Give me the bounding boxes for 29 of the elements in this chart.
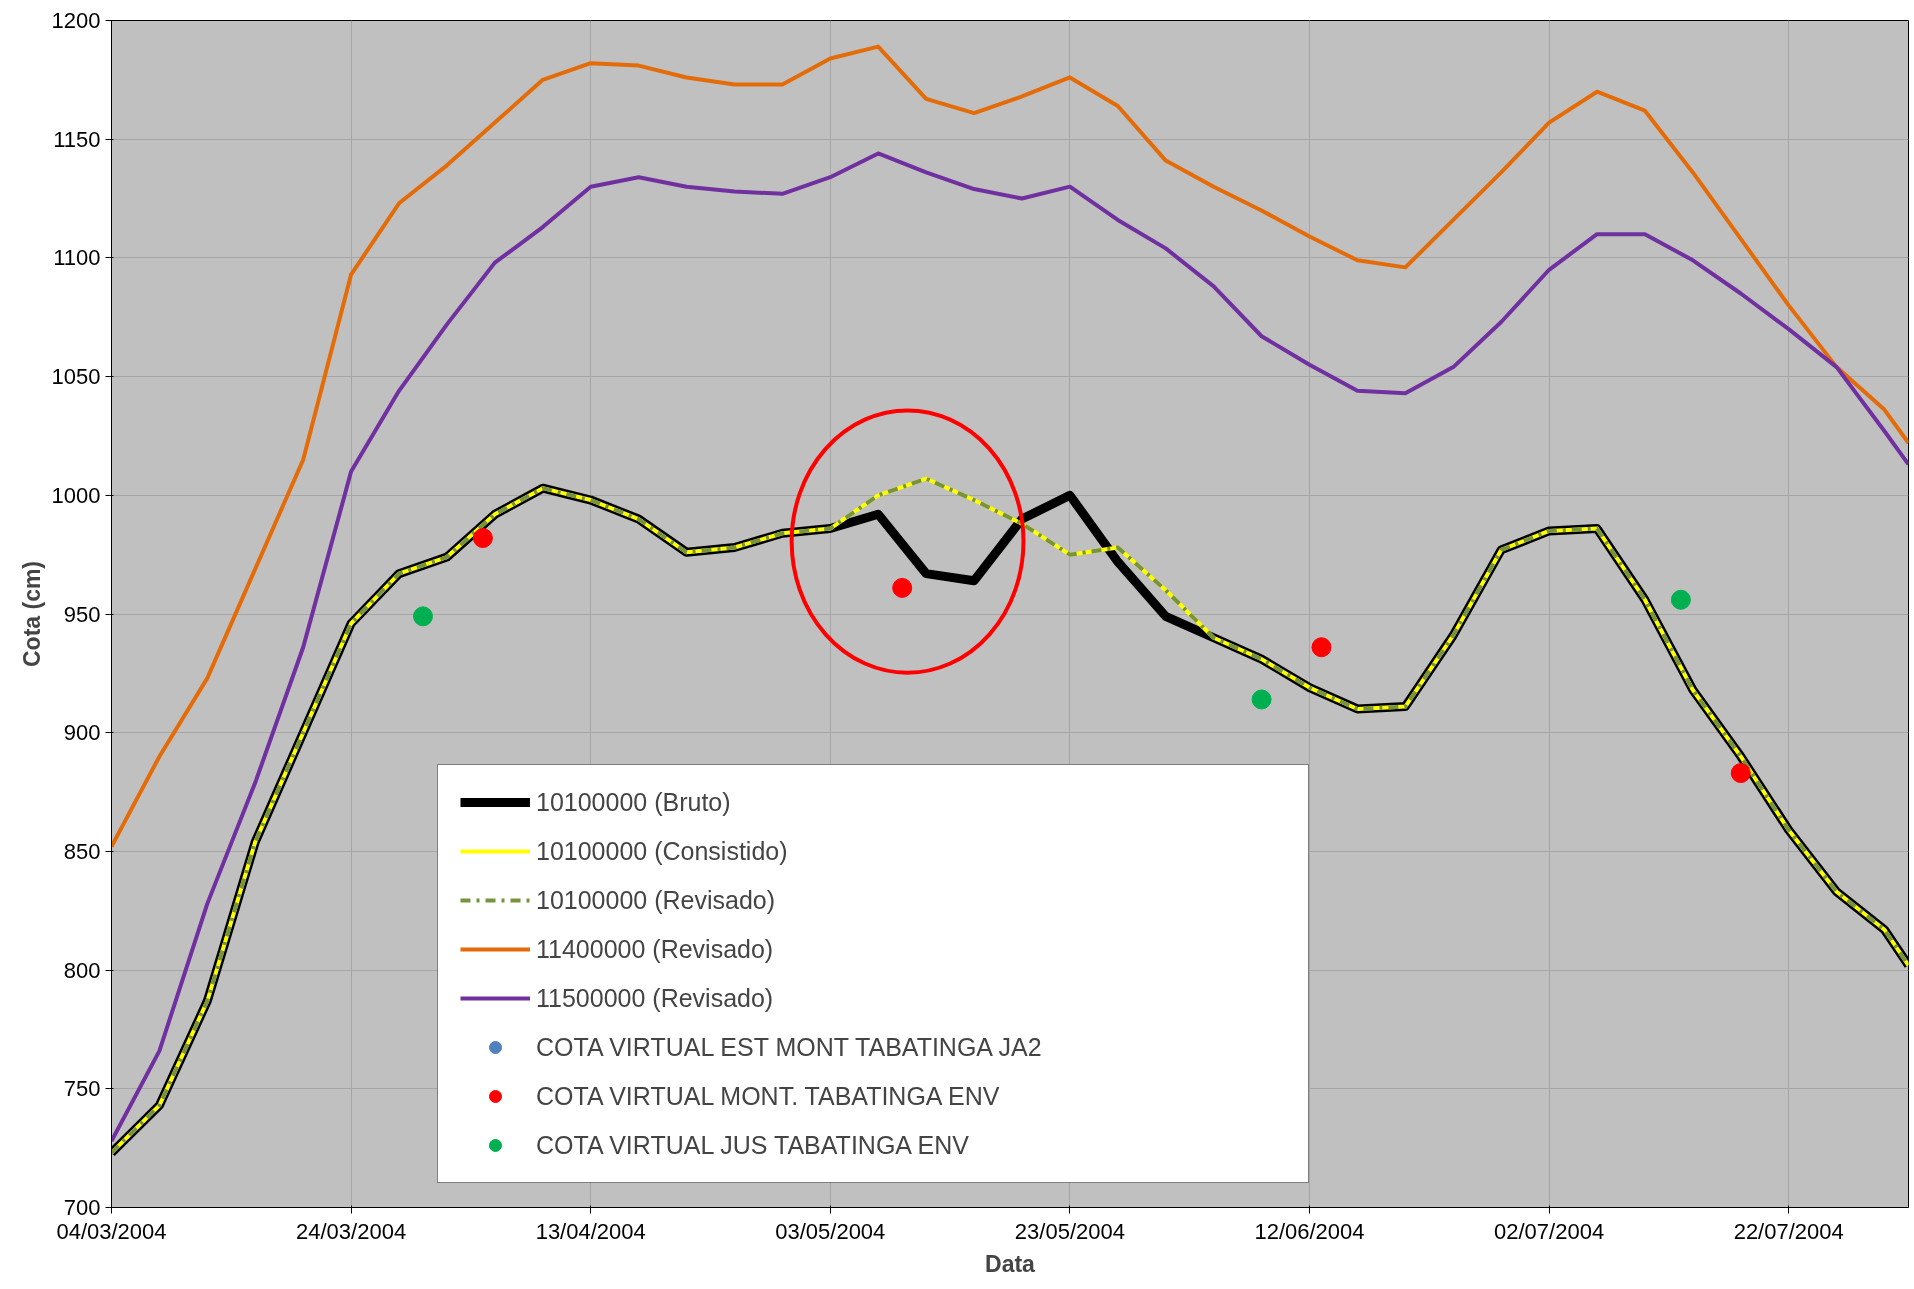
x-tick-label: 12/06/2004 [1254,1218,1365,1244]
x-tick-label: 22/07/2004 [1733,1218,1844,1244]
legend-label: 11500000 (Revisado) [536,983,775,1013]
x-tick-label: 03/05/2004 [775,1218,886,1244]
y-tick-label: 750 [63,1076,101,1102]
legend-label: COTA VIRTUAL EST MONT TABATINGA JA2 [536,1032,1043,1062]
legend-label: 11400000 (Revisado) [536,934,775,964]
y-tick-label: 900 [63,720,101,746]
legend-label: 10100000 (Revisado) [536,885,777,915]
y-tick-label: 1200 [51,8,101,33]
legend-label: 10100000 (Consistido) [536,836,789,866]
x-tick-label: 24/03/2004 [296,1218,407,1244]
y-tick-label: 700 [63,1195,101,1220]
y-tick-label: 1000 [51,482,101,508]
y-axis-title: Cota (cm) [18,560,45,668]
legend-label: 10100000 (Bruto) [536,787,732,817]
x-axis-title: Data [985,1250,1036,1277]
y-tick-label: 850 [63,838,101,864]
y-tick-label: 1100 [53,245,101,271]
y-tick-label: 1050 [51,364,101,390]
y-tick-label: 950 [63,601,101,627]
x-tick-label: 02/07/2004 [1494,1218,1605,1244]
x-tick-label: 04/03/2004 [56,1218,167,1244]
y-tick-label: 1150 [53,126,101,152]
x-tick-label: 13/04/2004 [535,1218,646,1244]
x-tick-label: 23/05/2004 [1014,1218,1125,1244]
legend-label: COTA VIRTUAL MONT. TABATINGA ENV [536,1081,1001,1111]
legend-label: COTA VIRTUAL JUS TABATINGA ENV [536,1130,970,1160]
y-tick-label: 800 [63,957,101,983]
